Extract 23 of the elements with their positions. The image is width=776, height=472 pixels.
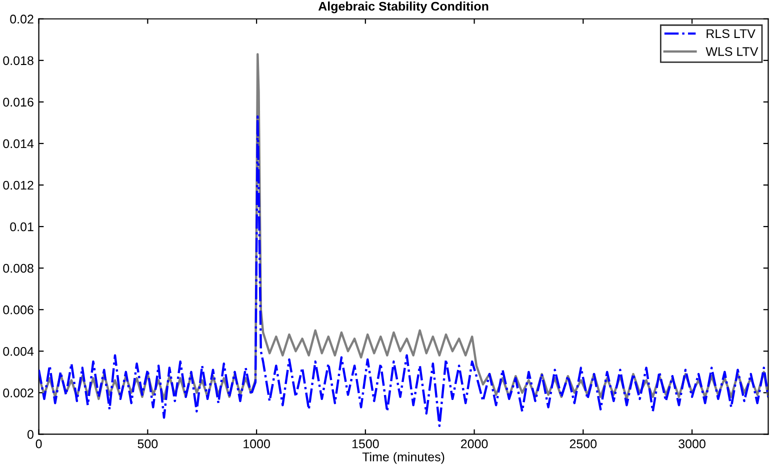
x-tick-label: 2500 [570, 439, 597, 448]
legend-label: WLS LTV [706, 47, 758, 56]
y-tick-label: 0.016 [3, 98, 34, 107]
x-tick-label: 1500 [352, 439, 379, 448]
y-tick-label: 0.01 [10, 222, 34, 232]
y-tick-label: 0.018 [3, 56, 34, 66]
chart-title: Algebraic Stability Condition [318, 1, 488, 14]
x-tick-label: 1000 [244, 439, 270, 448]
line-series [38, 115, 768, 428]
y-tick-label: 0.014 [3, 139, 34, 148]
y-tick-label: 0 [27, 430, 34, 439]
y-tick-label: 0.004 [3, 346, 34, 356]
y-tick-label: 0.006 [3, 305, 34, 314]
x-axis-title: Time (minutes) [362, 452, 444, 464]
y-tick-label: 0.008 [3, 264, 34, 273]
x-tick-label: 0 [36, 439, 42, 448]
x-tick-label: 3000 [678, 439, 706, 448]
y-tick-label: 0.02 [10, 14, 34, 24]
y-tick-label: 0.012 [3, 180, 34, 190]
x-tick-label: 2000 [461, 439, 488, 448]
y-tick-label: 0.002 [3, 388, 34, 398]
x-tick-label: 500 [138, 439, 158, 448]
legend-label: RLS LTV [706, 29, 756, 38]
